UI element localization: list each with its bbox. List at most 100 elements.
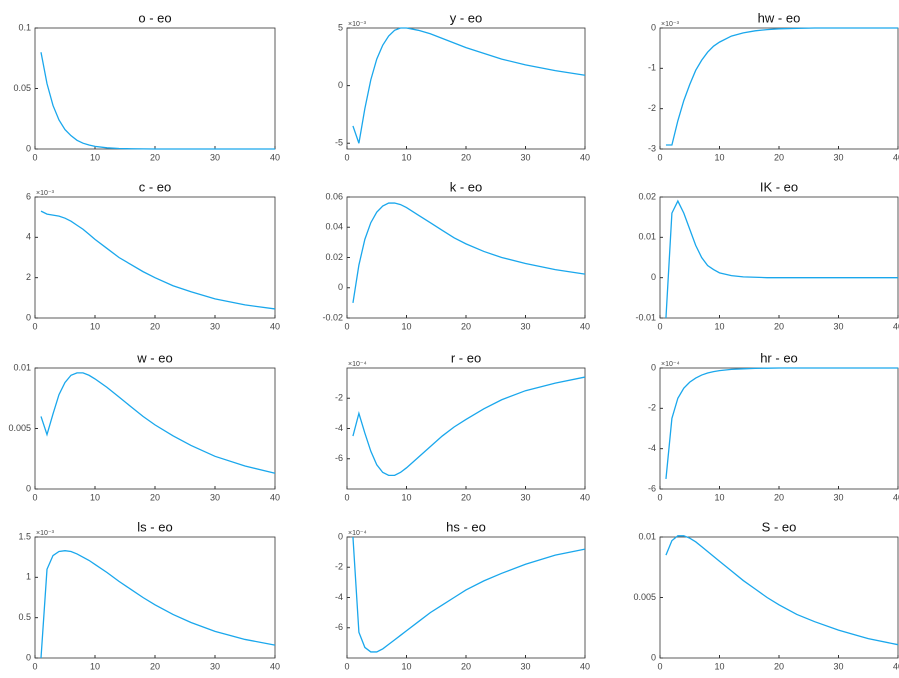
y-tick-label: 0.5	[18, 612, 31, 622]
x-tick-label: 10	[90, 661, 100, 671]
x-tick-label: 30	[833, 152, 843, 162]
y-tick-label: -6	[648, 483, 656, 493]
y-exponent: ×10⁻⁴	[661, 361, 680, 368]
plot-area	[347, 368, 585, 489]
x-tick-label: 40	[893, 661, 899, 671]
y-exponent: ×10⁻³	[661, 21, 680, 28]
x-tick-label: 20	[150, 152, 160, 162]
x-tick-label: 0	[344, 661, 349, 671]
y-tick-label: -4	[335, 423, 343, 433]
x-tick-label: 0	[344, 492, 349, 502]
x-tick-label: 20	[774, 152, 784, 162]
y-tick-label: 0.1	[18, 22, 31, 32]
x-tick-label: 0	[32, 321, 37, 331]
x-tick-label: 20	[774, 321, 784, 331]
x-tick-label: 40	[893, 492, 899, 502]
plot-area	[35, 537, 275, 658]
x-tick-label: 40	[893, 321, 899, 331]
x-tick-label: 40	[270, 661, 280, 671]
plot-area	[35, 368, 275, 489]
x-tick-label: 30	[210, 321, 220, 331]
y-tick-label: 4	[26, 232, 31, 242]
y-tick-label: 0	[26, 483, 31, 493]
y-tick-label: -4	[648, 443, 656, 453]
x-tick-label: 40	[580, 661, 590, 671]
y-tick-label: 0.01	[638, 232, 656, 242]
y-tick-label: 6	[26, 191, 31, 201]
x-tick-label: 20	[461, 152, 471, 162]
y-tick-label: 0.06	[325, 191, 343, 201]
x-tick-label: 30	[833, 321, 843, 331]
x-tick-label: 10	[90, 321, 100, 331]
x-tick-label: 20	[150, 661, 160, 671]
subplot-title: IK - eo	[760, 179, 798, 194]
y-tick-label: -6	[335, 622, 343, 632]
x-tick-label: 10	[90, 492, 100, 502]
y-tick-label: 0	[338, 282, 343, 292]
subplot: hw - eo×10⁻³-3-2-10010203040	[648, 10, 899, 162]
x-tick-label: 0	[657, 152, 662, 162]
y-tick-label: 0	[338, 80, 343, 90]
figure: o - eo00.050.1010203040y - eo×10⁻³-50501…	[0, 0, 899, 678]
y-tick-label: -4	[335, 592, 343, 602]
subplot-title: w - eo	[136, 350, 172, 365]
y-tick-label: 0	[651, 652, 656, 662]
x-tick-label: 30	[833, 492, 843, 502]
y-tick-label: -1	[648, 63, 656, 73]
x-tick-label: 10	[90, 152, 100, 162]
y-tick-label: 1.5	[18, 531, 31, 541]
x-tick-label: 10	[401, 152, 411, 162]
x-tick-label: 20	[150, 321, 160, 331]
x-tick-label: 30	[520, 321, 530, 331]
plot-area	[35, 28, 275, 149]
x-tick-label: 40	[893, 152, 899, 162]
y-tick-label: -2	[335, 562, 343, 572]
y-tick-label: -2	[335, 393, 343, 403]
x-tick-label: 0	[657, 492, 662, 502]
subplot-title: ls - eo	[137, 519, 172, 534]
x-tick-label: 20	[461, 661, 471, 671]
x-tick-label: 20	[150, 492, 160, 502]
y-tick-label: 0.02	[325, 252, 343, 262]
x-tick-label: 10	[714, 492, 724, 502]
y-tick-label: 0	[651, 362, 656, 372]
y-tick-label: 0	[338, 531, 343, 541]
x-tick-label: 0	[32, 661, 37, 671]
y-tick-label: 0.005	[633, 592, 656, 602]
x-tick-label: 20	[774, 661, 784, 671]
y-tick-label: -2	[648, 103, 656, 113]
y-tick-label: 0	[651, 272, 656, 282]
x-tick-label: 0	[344, 152, 349, 162]
y-tick-label: 0	[26, 312, 31, 322]
subplot-title: S - eo	[762, 519, 797, 534]
x-tick-label: 30	[520, 152, 530, 162]
y-tick-label: 0.04	[325, 222, 343, 232]
plot-area	[660, 368, 898, 489]
x-tick-label: 0	[344, 321, 349, 331]
x-tick-label: 30	[833, 661, 843, 671]
x-tick-label: 0	[32, 152, 37, 162]
x-tick-label: 20	[461, 492, 471, 502]
x-tick-label: 40	[580, 152, 590, 162]
y-tick-label: -0.02	[322, 312, 343, 322]
x-tick-label: 10	[714, 152, 724, 162]
plot-area	[660, 28, 898, 149]
y-tick-label: 0.01	[13, 362, 31, 372]
y-tick-label: 0	[26, 143, 31, 153]
plot-area	[660, 197, 898, 318]
subplot: r - eo×10⁻⁴-6-4-2010203040	[335, 350, 590, 502]
y-exponent: ×10⁻³	[36, 190, 55, 197]
x-tick-label: 40	[270, 321, 280, 331]
subplot-title: hw - eo	[758, 10, 801, 25]
x-tick-label: 30	[210, 492, 220, 502]
x-tick-label: 0	[657, 661, 662, 671]
x-tick-label: 40	[270, 152, 280, 162]
subplot-title: hs - eo	[446, 519, 486, 534]
plot-area	[347, 197, 585, 318]
x-tick-label: 10	[714, 321, 724, 331]
y-tick-label: -6	[335, 453, 343, 463]
